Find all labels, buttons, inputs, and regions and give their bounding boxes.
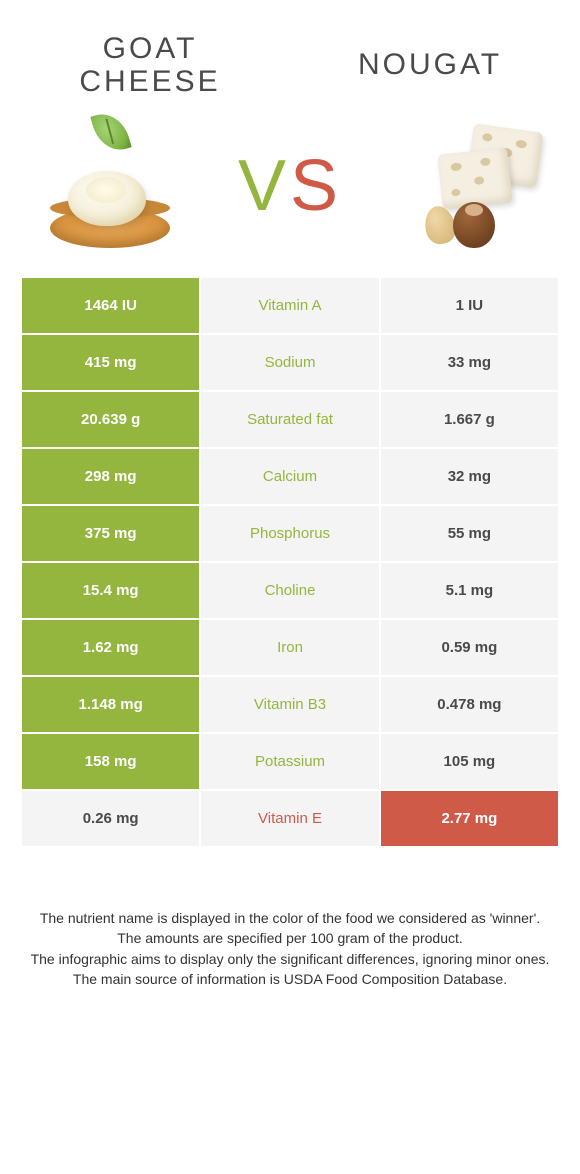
table-row: 20.639 gSaturated fat1.667 g: [21, 391, 559, 448]
table-row: 1.148 mgVitamin B30.478 mg: [21, 676, 559, 733]
cheese-round-icon: [68, 171, 146, 226]
nutrient-name-cell: Vitamin E: [200, 790, 379, 847]
table-row: 15.4 mgCholine5.1 mg: [21, 562, 559, 619]
left-value-cell: 415 mg: [21, 334, 200, 391]
right-value-cell: 1 IU: [380, 277, 559, 334]
table-row: 1464 IUVitamin A1 IU: [21, 277, 559, 334]
nutrient-table: 1464 IUVitamin A1 IU415 mgSodium33 mg20.…: [20, 276, 560, 848]
table-row: 415 mgSodium33 mg: [21, 334, 559, 391]
right-value-cell: 55 mg: [380, 505, 559, 562]
footer-line: The nutrient name is displayed in the co…: [30, 908, 550, 928]
title-line: CHEESE: [79, 65, 220, 98]
left-value-cell: 1.148 mg: [21, 676, 200, 733]
title-line: GOAT: [103, 32, 198, 65]
left-food-title: GOAT CHEESE: [30, 32, 270, 98]
nutrient-name-cell: Phosphorus: [200, 505, 379, 562]
images-row: VS: [0, 98, 580, 276]
cheese-center-icon: [86, 177, 126, 203]
vs-s: S: [290, 146, 342, 226]
footer-line: The infographic aims to display only the…: [30, 949, 550, 969]
right-value-cell: 32 mg: [380, 448, 559, 505]
table-row: 0.26 mgVitamin E2.77 mg: [21, 790, 559, 847]
left-value-cell: 158 mg: [21, 733, 200, 790]
right-value-cell: 0.478 mg: [380, 676, 559, 733]
left-value-cell: 0.26 mg: [21, 790, 200, 847]
right-food-title: NOUGAT: [310, 32, 550, 81]
goat-cheese-image: [30, 116, 195, 256]
left-value-cell: 375 mg: [21, 505, 200, 562]
right-value-cell: 105 mg: [380, 733, 559, 790]
nutrient-name-cell: Vitamin B3: [200, 676, 379, 733]
nutrient-name-cell: Potassium: [200, 733, 379, 790]
table-row: 1.62 mgIron0.59 mg: [21, 619, 559, 676]
hazelnut-icon: [453, 202, 495, 248]
left-value-cell: 20.639 g: [21, 391, 200, 448]
left-value-cell: 298 mg: [21, 448, 200, 505]
nutrient-name-cell: Choline: [200, 562, 379, 619]
table-row: 298 mgCalcium32 mg: [21, 448, 559, 505]
right-value-cell: 1.667 g: [380, 391, 559, 448]
leaf-icon: [90, 109, 131, 156]
nougat-image: [385, 116, 550, 256]
nutrient-name-cell: Saturated fat: [200, 391, 379, 448]
nougat-cube-icon: [437, 147, 512, 209]
header: GOAT CHEESE NOUGAT: [0, 0, 580, 98]
nutrient-name-cell: Vitamin A: [200, 277, 379, 334]
right-value-cell: 33 mg: [380, 334, 559, 391]
footer-line: The main source of information is USDA F…: [30, 969, 550, 989]
left-value-cell: 1464 IU: [21, 277, 200, 334]
right-value-cell: 0.59 mg: [380, 619, 559, 676]
right-value-cell: 5.1 mg: [380, 562, 559, 619]
nutrient-name-cell: Iron: [200, 619, 379, 676]
vs-v: V: [238, 146, 290, 226]
table-row: 158 mgPotassium105 mg: [21, 733, 559, 790]
nutrient-name-cell: Calcium: [200, 448, 379, 505]
vs-label: VS: [238, 145, 342, 227]
footer: The nutrient name is displayed in the co…: [0, 908, 580, 1009]
footer-line: The amounts are specified per 100 gram o…: [30, 928, 550, 948]
table-row: 375 mgPhosphorus55 mg: [21, 505, 559, 562]
left-value-cell: 15.4 mg: [21, 562, 200, 619]
right-value-cell: 2.77 mg: [380, 790, 559, 847]
nutrient-name-cell: Sodium: [200, 334, 379, 391]
left-value-cell: 1.62 mg: [21, 619, 200, 676]
